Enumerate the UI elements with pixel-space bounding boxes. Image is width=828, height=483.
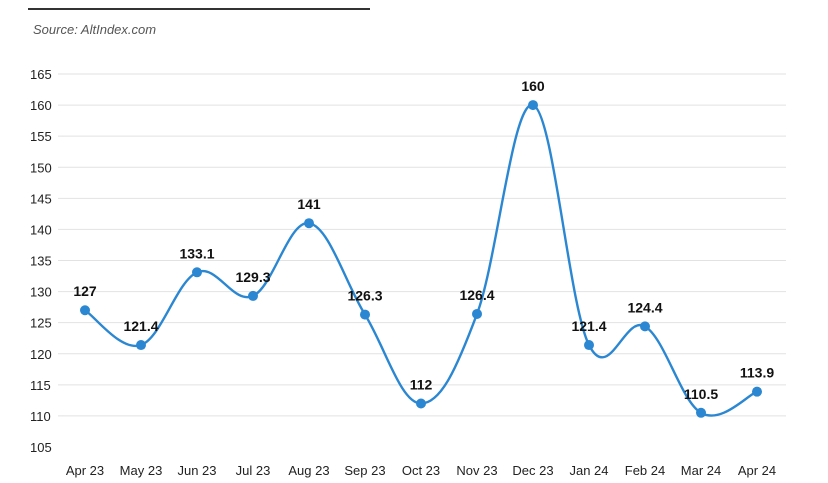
y-axis-ticks: 105 110 115 120 125 130 135 140 145 150 155 160 165 <box>30 67 52 455</box>
x-tick-label: Feb 24 <box>625 463 665 478</box>
data-point <box>752 386 762 397</box>
x-tick-label: Nov 23 <box>456 463 497 478</box>
data-point <box>472 308 482 319</box>
data-point <box>304 218 314 229</box>
data-point <box>136 340 146 351</box>
data-label: 124.4 <box>627 299 662 315</box>
x-tick-label: Mar 24 <box>681 463 721 478</box>
x-tick-label: Apr 24 <box>738 463 776 478</box>
data-label: 112 <box>410 376 433 392</box>
source-note: Source: AltIndex.com <box>33 22 157 37</box>
grid-lines <box>58 73 786 417</box>
data-point <box>192 267 202 278</box>
data-point <box>80 305 90 316</box>
y-tick-label: 130 <box>30 285 52 300</box>
data-label: 126.3 <box>347 288 382 304</box>
x-tick-label: Jun 23 <box>177 463 216 478</box>
x-tick-label: Aug 23 <box>288 463 329 478</box>
data-point <box>528 100 538 111</box>
data-label: 129.3 <box>235 269 270 285</box>
data-labels: 127 121.4 133.1 129.3 141 126.3 112 126.4 160 121… <box>73 78 774 402</box>
y-tick-label: 125 <box>30 316 52 331</box>
data-label: 160 <box>521 78 545 94</box>
data-label: 121.4 <box>123 318 158 334</box>
data-point <box>584 340 594 351</box>
y-tick-label: 140 <box>30 222 52 237</box>
y-tick-label: 165 <box>30 67 52 82</box>
y-tick-label: 135 <box>30 254 52 269</box>
series-line <box>84 103 758 417</box>
x-tick-label: Sep 23 <box>344 463 385 478</box>
y-tick-label: 150 <box>30 160 52 175</box>
data-point <box>248 290 258 301</box>
data-point <box>360 309 370 320</box>
y-tick-label: 160 <box>30 98 52 113</box>
y-tick-label: 105 <box>30 440 52 455</box>
x-tick-label: Dec 23 <box>512 463 553 478</box>
y-tick-label: 120 <box>30 347 52 362</box>
x-tick-label: May 23 <box>120 463 163 478</box>
x-tick-label: Jan 24 <box>569 463 608 478</box>
data-points <box>80 100 762 418</box>
data-label: 127 <box>73 283 97 299</box>
data-label: 133.1 <box>179 245 214 261</box>
y-tick-label: 115 <box>30 378 51 393</box>
data-label: 126.4 <box>459 287 494 303</box>
data-point <box>640 321 650 332</box>
top-rule <box>28 8 370 10</box>
x-tick-label: Apr 23 <box>66 463 104 478</box>
data-label: 110.5 <box>684 386 718 402</box>
data-label: 113.9 <box>740 365 774 381</box>
x-tick-label: Oct 23 <box>402 463 440 478</box>
data-label: 121.4 <box>571 318 606 334</box>
y-tick-label: 145 <box>30 191 52 206</box>
x-axis-ticks: Apr 23 May 23 Jun 23 Jul 23 Aug 23 Sep 23 Oct … <box>66 463 776 478</box>
y-tick-label: 110 <box>30 409 51 424</box>
data-point <box>416 398 426 409</box>
y-tick-label: 155 <box>30 129 52 144</box>
data-label: 141 <box>297 196 321 212</box>
data-point <box>696 407 706 418</box>
x-tick-label: Jul 23 <box>236 463 271 478</box>
